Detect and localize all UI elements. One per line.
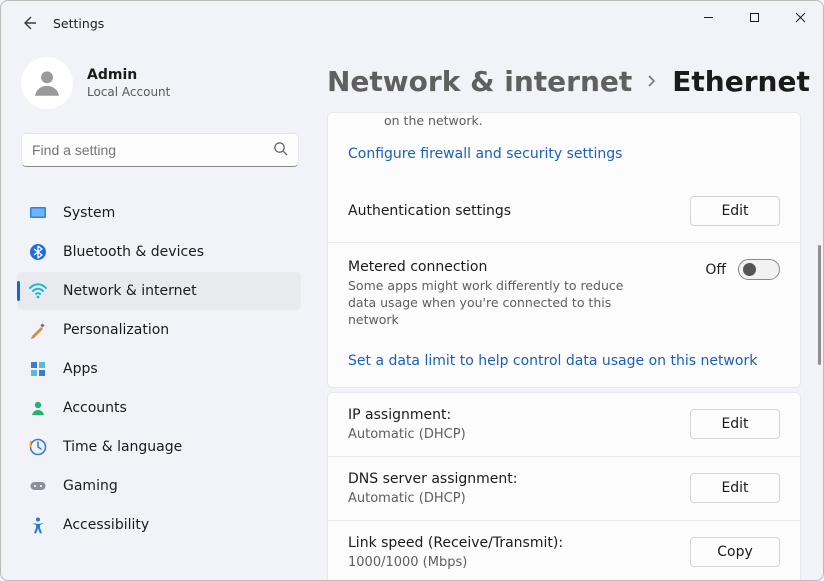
apps-icon (29, 360, 47, 378)
sidebar-item-time[interactable]: Time & language (17, 428, 301, 466)
linkspeed-value: 1000/1000 (Mbps) (348, 555, 690, 570)
sidebar-item-label: System (63, 205, 115, 221)
back-button[interactable] (19, 13, 39, 33)
profile-subtitle: Local Account (87, 85, 170, 99)
metered-title: Metered connection (348, 259, 705, 275)
wifi-icon (29, 282, 47, 300)
search-icon (273, 141, 288, 160)
chevron-right-icon (646, 71, 658, 92)
accounts-icon (29, 399, 47, 417)
sidebar: Admin Local Account System (1, 45, 307, 580)
settings-window: Settings Admin Local Account (0, 0, 824, 581)
sidebar-item-accessibility[interactable]: Accessibility (17, 506, 301, 544)
ip-edit-button[interactable]: Edit (690, 409, 780, 439)
personalization-icon (29, 321, 47, 339)
dns-title: DNS server assignment: (348, 471, 690, 487)
dns-value: Automatic (DHCP) (348, 491, 690, 506)
metered-toggle-label: Off (705, 262, 726, 278)
linkspeed-copy-button[interactable]: Copy (690, 537, 780, 567)
sidebar-item-label: Apps (63, 361, 98, 377)
nav-list: System Bluetooth & devices Network & int… (13, 193, 307, 580)
sidebar-item-apps[interactable]: Apps (17, 350, 301, 388)
sidebar-item-label: Network & internet (63, 283, 197, 299)
avatar (21, 57, 73, 109)
ip-title: IP assignment: (348, 407, 690, 423)
data-limit-link[interactable]: Set a data limit to help control data us… (348, 353, 757, 369)
main-content: Network & internet Ethernet on the netwo… (307, 45, 823, 580)
auth-title: Authentication settings (348, 203, 690, 219)
close-button[interactable] (777, 1, 823, 33)
sidebar-item-personalization[interactable]: Personalization (17, 311, 301, 349)
sidebar-item-label: Gaming (63, 478, 118, 494)
linkspeed-title: Link speed (Receive/Transmit): (348, 535, 690, 551)
sidebar-item-label: Personalization (63, 322, 169, 338)
search-box[interactable] (21, 133, 299, 167)
sidebar-item-label: Accessibility (63, 517, 149, 533)
sidebar-item-label: Accounts (63, 400, 127, 416)
sidebar-item-network[interactable]: Network & internet (17, 272, 301, 310)
ip-value: Automatic (DHCP) (348, 427, 690, 442)
gaming-icon (29, 477, 47, 495)
dns-edit-button[interactable]: Edit (690, 473, 780, 503)
profile-block[interactable]: Admin Local Account (13, 51, 307, 123)
linkspeed-row: Link speed (Receive/Transmit): 1000/1000… (328, 520, 800, 580)
metered-subtitle: Some apps might work differently to redu… (348, 278, 648, 329)
dns-row: DNS server assignment: Automatic (DHCP) … (328, 456, 800, 520)
profile-fragment: on the network. (328, 113, 800, 144)
maximize-button[interactable] (731, 1, 777, 33)
breadcrumb-parent[interactable]: Network & internet (327, 65, 632, 98)
breadcrumb: Network & internet Ethernet (327, 45, 823, 112)
adapter-panel: IP assignment: Automatic (DHCP) Edit DNS… (327, 392, 801, 580)
sidebar-item-accounts[interactable]: Accounts (17, 389, 301, 427)
settings-scroll[interactable]: on the network. Configure firewall and s… (327, 112, 823, 580)
titlebar: Settings (1, 1, 823, 45)
time-icon (29, 438, 47, 456)
scrollbar-thumb[interactable] (818, 245, 821, 365)
minimize-button[interactable] (685, 1, 731, 33)
auth-row: Authentication settings Edit (328, 180, 800, 242)
search-input[interactable] (32, 142, 273, 158)
profile-name: Admin (87, 67, 170, 83)
sidebar-item-bluetooth[interactable]: Bluetooth & devices (17, 233, 301, 271)
metered-toggle[interactable] (738, 259, 780, 280)
system-icon (29, 204, 47, 222)
window-controls (685, 1, 823, 33)
network-profile-panel: on the network. Configure firewall and s… (327, 112, 801, 388)
sidebar-item-label: Time & language (63, 439, 182, 455)
metered-row: Metered connection Some apps might work … (328, 242, 800, 343)
firewall-link[interactable]: Configure firewall and security settings (348, 146, 622, 162)
auth-edit-button[interactable]: Edit (690, 196, 780, 226)
bluetooth-icon (29, 243, 47, 261)
breadcrumb-current: Ethernet (672, 65, 810, 98)
sidebar-item-gaming[interactable]: Gaming (17, 467, 301, 505)
sidebar-item-label: Bluetooth & devices (63, 244, 204, 260)
accessibility-icon (29, 516, 47, 534)
sidebar-item-system[interactable]: System (17, 194, 301, 232)
app-title: Settings (53, 16, 104, 31)
ip-row: IP assignment: Automatic (DHCP) Edit (328, 393, 800, 456)
